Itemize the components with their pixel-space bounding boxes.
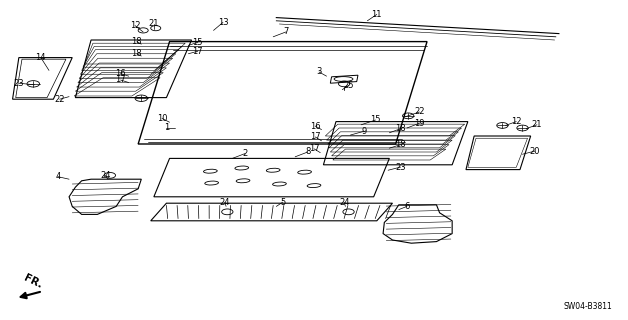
Text: 9: 9 xyxy=(362,127,367,136)
Text: 13: 13 xyxy=(218,18,228,27)
Text: 24: 24 xyxy=(220,198,230,207)
Text: 17: 17 xyxy=(116,76,126,84)
Text: 17: 17 xyxy=(193,47,203,56)
Text: 20: 20 xyxy=(530,147,540,156)
Text: 5: 5 xyxy=(280,198,285,207)
Text: 14: 14 xyxy=(36,53,46,62)
Text: 24: 24 xyxy=(100,171,111,180)
Text: 18: 18 xyxy=(132,49,142,58)
Text: 10: 10 xyxy=(157,114,167,123)
Text: 12: 12 xyxy=(511,117,521,126)
Text: 7: 7 xyxy=(283,28,288,36)
Text: 12: 12 xyxy=(130,21,140,30)
Text: 18: 18 xyxy=(396,140,406,149)
Text: 15: 15 xyxy=(371,116,381,124)
Text: 23: 23 xyxy=(396,163,406,172)
Text: 4: 4 xyxy=(55,172,60,181)
Text: 2: 2 xyxy=(242,149,247,158)
Text: 18: 18 xyxy=(132,37,142,46)
Text: 16: 16 xyxy=(116,69,126,78)
Text: 15: 15 xyxy=(193,38,203,47)
Text: 23: 23 xyxy=(14,79,24,88)
Text: FR.: FR. xyxy=(22,273,43,291)
Text: 17: 17 xyxy=(310,132,320,141)
Text: 24: 24 xyxy=(339,198,349,207)
Text: 11: 11 xyxy=(372,10,382,19)
Text: 19: 19 xyxy=(414,119,425,128)
Text: 16: 16 xyxy=(310,122,320,131)
Text: 17: 17 xyxy=(309,144,319,153)
Text: 8: 8 xyxy=(305,148,310,156)
Text: SW04-B3811: SW04-B3811 xyxy=(563,302,612,311)
Text: 21: 21 xyxy=(532,120,542,129)
Text: 18: 18 xyxy=(396,124,406,133)
Text: 6: 6 xyxy=(404,202,409,211)
Text: 3: 3 xyxy=(317,68,322,76)
Text: 25: 25 xyxy=(344,81,354,90)
Text: 1: 1 xyxy=(164,124,169,132)
Text: 22: 22 xyxy=(55,95,65,104)
Text: 22: 22 xyxy=(414,108,425,116)
Text: 21: 21 xyxy=(149,20,159,28)
